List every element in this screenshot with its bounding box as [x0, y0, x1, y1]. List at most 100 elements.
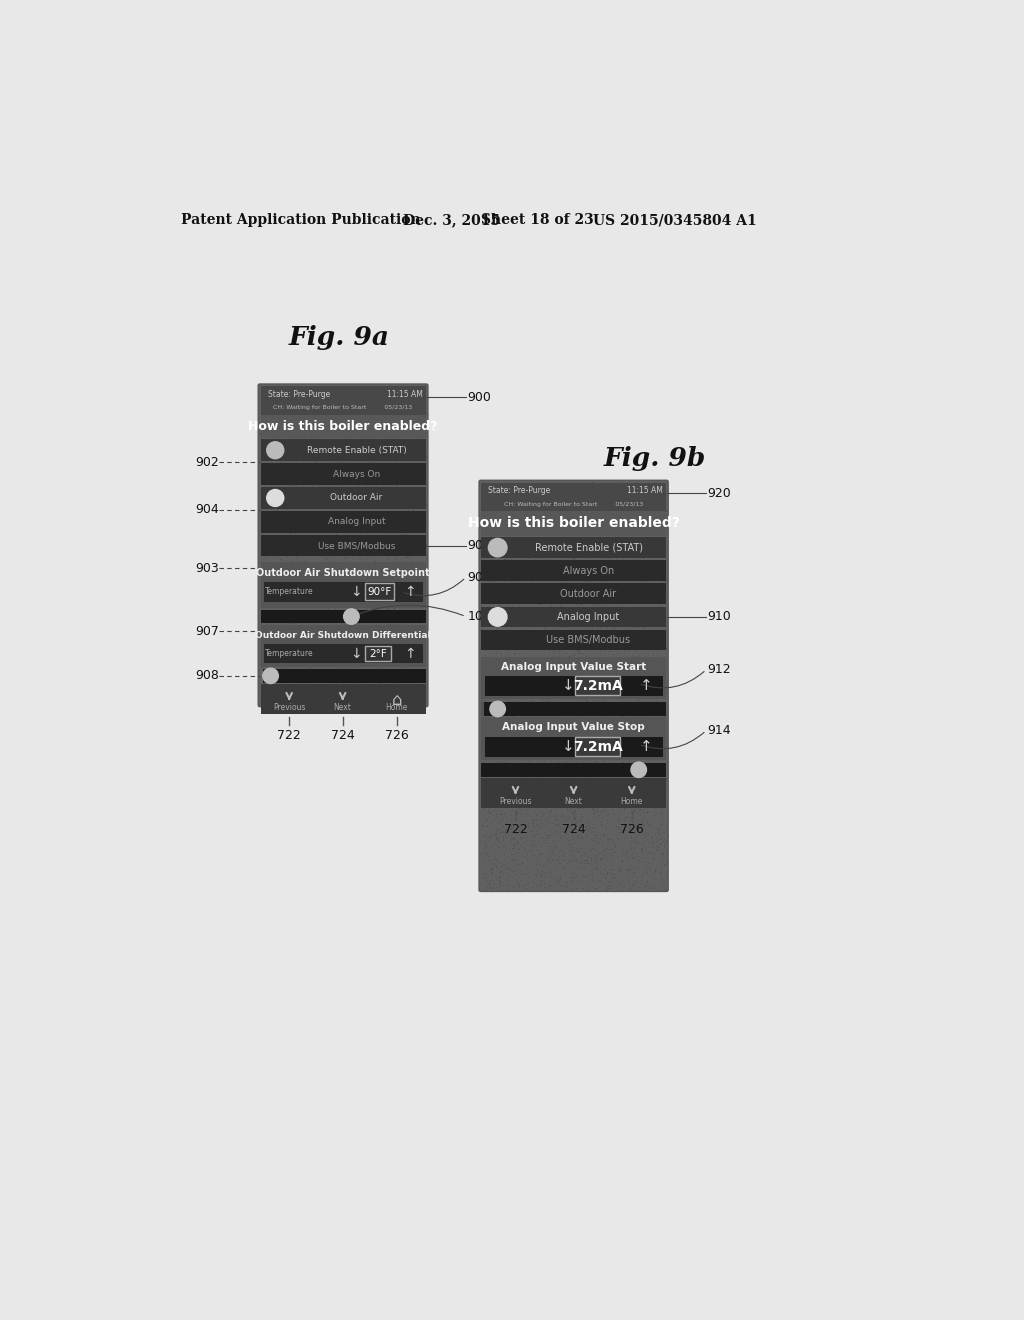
Point	[384, 412, 400, 433]
Point	[616, 498, 633, 519]
Point	[323, 396, 339, 417]
Point	[513, 631, 529, 652]
Point	[525, 824, 542, 845]
Point	[332, 469, 348, 490]
Point	[514, 603, 530, 624]
Point	[476, 739, 493, 760]
Point	[542, 635, 558, 656]
Point	[651, 498, 668, 519]
Point	[364, 432, 380, 453]
Point	[354, 576, 371, 597]
Point	[542, 668, 558, 689]
Point	[267, 573, 284, 594]
Point	[494, 714, 510, 735]
Point	[328, 594, 344, 615]
Point	[403, 689, 420, 710]
Point	[415, 553, 431, 574]
Point	[328, 672, 344, 693]
Point	[351, 470, 368, 491]
Point	[473, 851, 489, 873]
Text: Remote Enable (STAT): Remote Enable (STAT)	[535, 543, 642, 553]
Point	[612, 503, 629, 524]
Point	[535, 605, 551, 626]
Point	[281, 473, 297, 494]
Point	[610, 531, 627, 552]
Point	[310, 524, 327, 545]
Point	[628, 474, 644, 495]
Point	[272, 433, 289, 454]
Point	[616, 735, 633, 756]
Point	[543, 550, 559, 572]
Point	[599, 528, 615, 549]
Point	[531, 656, 548, 677]
Point	[614, 570, 631, 591]
Point	[653, 545, 670, 566]
Point	[349, 470, 366, 491]
Point	[651, 498, 668, 519]
Point	[300, 582, 316, 603]
Point	[583, 574, 599, 595]
Point	[655, 821, 672, 842]
Point	[492, 837, 508, 858]
Point	[486, 734, 503, 755]
Point	[566, 540, 583, 561]
Point	[501, 491, 517, 512]
Point	[296, 503, 312, 524]
Point	[257, 603, 273, 624]
Point	[299, 417, 315, 438]
Point	[308, 444, 325, 465]
Point	[546, 845, 562, 866]
Point	[650, 577, 667, 598]
Point	[292, 692, 308, 713]
Point	[307, 626, 324, 647]
Point	[632, 709, 648, 730]
Point	[531, 634, 548, 655]
Point	[490, 599, 507, 620]
Point	[336, 411, 352, 432]
Point	[388, 482, 404, 503]
Point	[513, 678, 529, 700]
Point	[256, 612, 272, 634]
Point	[254, 595, 270, 616]
Point	[294, 457, 310, 478]
Point	[595, 750, 611, 771]
Point	[300, 511, 316, 532]
Point	[617, 496, 634, 517]
Point	[282, 473, 298, 494]
Point	[355, 655, 372, 676]
Point	[537, 652, 553, 673]
Point	[481, 614, 498, 635]
Point	[630, 659, 646, 680]
Point	[538, 532, 554, 553]
Point	[382, 517, 398, 539]
Point	[513, 810, 529, 832]
Point	[483, 858, 500, 879]
Point	[477, 480, 494, 502]
Point	[315, 447, 332, 469]
Point	[493, 862, 509, 883]
Point	[345, 612, 361, 634]
Point	[603, 612, 620, 634]
Point	[313, 564, 330, 585]
Point	[642, 539, 658, 560]
Point	[341, 690, 357, 711]
Point	[317, 403, 334, 424]
Point	[393, 609, 410, 630]
Point	[263, 479, 280, 500]
Point	[305, 587, 322, 609]
Point	[338, 458, 354, 479]
Point	[400, 692, 417, 713]
Point	[508, 661, 524, 682]
Point	[276, 549, 293, 570]
Point	[516, 652, 532, 673]
Point	[418, 494, 434, 515]
Point	[255, 407, 271, 428]
Point	[391, 447, 408, 469]
Point	[639, 801, 655, 822]
Point	[578, 614, 594, 635]
Point	[586, 610, 602, 631]
Point	[597, 616, 613, 638]
Point	[631, 645, 647, 667]
Point	[385, 645, 401, 667]
Point	[600, 663, 616, 684]
